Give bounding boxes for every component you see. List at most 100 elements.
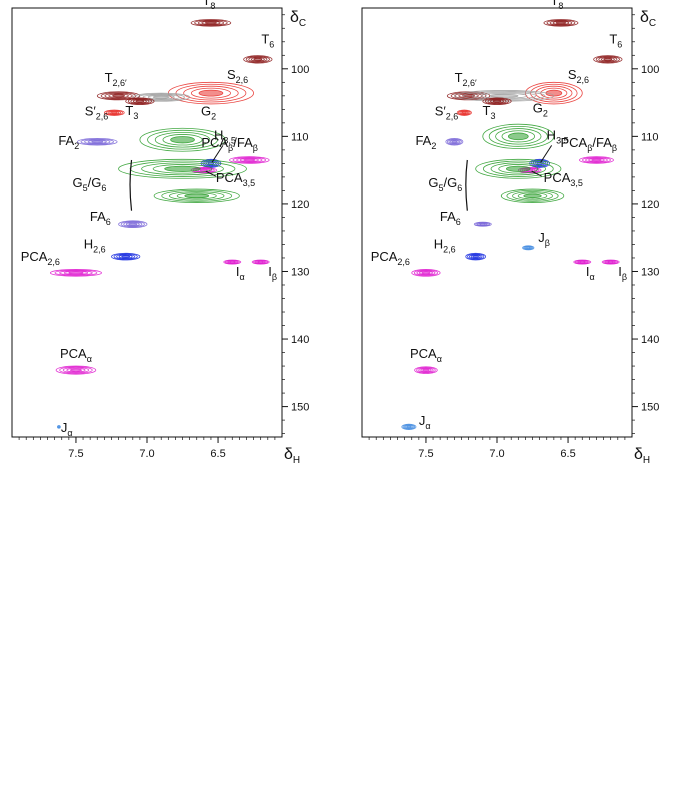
peak-label-FA2: FA2 <box>415 133 436 151</box>
contour <box>458 110 471 116</box>
peak-label-PCAa: PCAα <box>410 346 442 364</box>
contour <box>492 99 502 103</box>
contour <box>162 134 203 146</box>
peak-G56 <box>475 158 562 179</box>
peak-S26 <box>167 81 254 105</box>
contour <box>113 253 138 260</box>
contour <box>422 368 430 372</box>
contour <box>55 365 97 375</box>
contour <box>419 270 433 275</box>
peak-PCA26 <box>49 269 102 277</box>
peak-label-T8: T8 <box>550 0 563 11</box>
peak-FA2 <box>76 137 118 146</box>
peak-Ja <box>57 425 61 429</box>
leader-line <box>531 170 542 177</box>
contour <box>450 139 459 144</box>
contour <box>253 57 263 61</box>
contour <box>505 165 531 172</box>
peak-T26grey <box>132 92 191 102</box>
leader-line <box>540 145 553 163</box>
contour <box>141 162 224 176</box>
contour <box>413 269 439 277</box>
contour <box>406 425 412 429</box>
peak-label-Ia: Iα <box>586 264 595 282</box>
y-tick-label: 100 <box>641 64 659 76</box>
contour <box>420 368 432 373</box>
x-tick-label: 7.0 <box>139 448 154 460</box>
contour <box>198 89 224 97</box>
peak-T8 <box>543 19 579 27</box>
contour <box>176 192 217 200</box>
peak-layer <box>401 19 623 430</box>
peak-label-H35: H3,5 <box>547 127 569 145</box>
contour <box>118 254 133 259</box>
contour <box>132 92 191 102</box>
contour <box>239 158 259 162</box>
contour <box>169 191 225 201</box>
contour <box>111 252 141 261</box>
peak-FA6 <box>473 221 492 227</box>
contour <box>600 57 615 62</box>
contour <box>257 260 264 264</box>
contour <box>411 269 441 277</box>
contour <box>127 98 152 105</box>
peak-label-G56: G5/G6 <box>428 175 462 193</box>
contour <box>63 270 89 275</box>
peak-label-Ib: Iβ <box>618 264 627 282</box>
y-tick-label: 140 <box>291 334 309 346</box>
contour <box>482 160 554 177</box>
contour <box>540 87 568 99</box>
contour <box>414 366 438 374</box>
peak-Ia <box>573 259 592 265</box>
contour <box>111 111 118 114</box>
contour <box>232 156 267 164</box>
contour <box>54 269 98 277</box>
peak-label-T3: T3 <box>483 103 496 121</box>
contour <box>250 57 265 62</box>
contour <box>416 270 436 276</box>
peak-label-S26: S2,6 <box>227 67 248 85</box>
contour <box>588 158 605 162</box>
contour <box>454 92 483 99</box>
leader-line <box>205 170 217 177</box>
peak-label-PCA35: PCA3,5 <box>544 170 583 188</box>
peak-label-G2: G2 <box>201 104 216 122</box>
peak-label-FA6: FA6 <box>90 209 111 227</box>
contour <box>549 20 573 26</box>
y-tick-label: 110 <box>291 131 309 143</box>
peak-label-Sp26: S′2,6 <box>435 104 459 122</box>
peak-Ja <box>401 423 417 430</box>
contour <box>555 21 567 25</box>
peak-G56 <box>118 158 247 179</box>
y-tick-label: 120 <box>641 199 659 211</box>
contour <box>76 137 118 146</box>
contour <box>607 260 614 264</box>
peak-label-FA2: FA2 <box>58 133 79 151</box>
contour <box>579 156 614 164</box>
contour <box>121 255 131 258</box>
contour <box>128 222 138 226</box>
y-tick-label: 130 <box>291 266 309 278</box>
peak-T3 <box>125 97 155 106</box>
y-tick-label: 120 <box>291 199 309 211</box>
contour <box>190 19 232 27</box>
y-axis-title: δC <box>290 9 306 29</box>
contour <box>593 55 623 64</box>
contour <box>84 139 111 145</box>
contour <box>87 139 107 144</box>
contour <box>453 90 555 102</box>
contour <box>450 92 487 100</box>
peak-layer <box>49 19 273 429</box>
contour <box>243 55 273 64</box>
contour <box>484 98 510 105</box>
peak-label-H26: H2,6 <box>84 237 106 255</box>
peak-label-FA6: FA6 <box>440 209 461 227</box>
contour <box>462 94 475 98</box>
contour <box>243 158 256 162</box>
contour <box>416 366 436 374</box>
peak-label-T6: T6 <box>261 31 274 49</box>
peak-T6 <box>243 55 273 64</box>
right-hsqc-panel: 7.5 7.0 6.5 100 110 120 130 140 150 δH δC T8 T6 S2,6 T… <box>361 0 659 466</box>
peak-label-S26: S2,6 <box>568 67 589 85</box>
contour <box>147 94 175 100</box>
